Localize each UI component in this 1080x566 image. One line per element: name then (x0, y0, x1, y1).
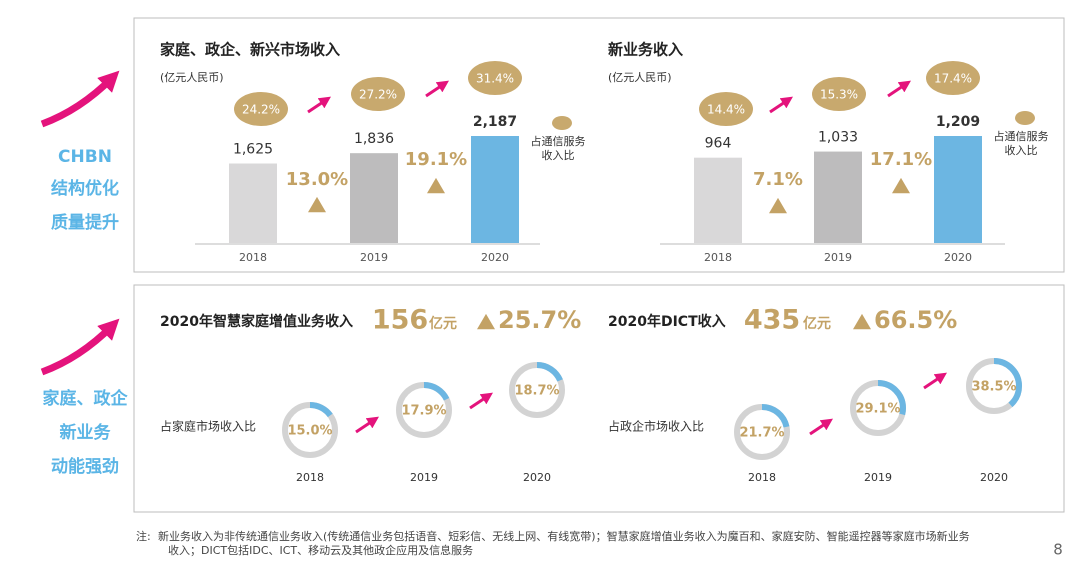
side-label: 新业务 (60, 422, 112, 443)
ring-value-label: 29.1% (855, 402, 900, 417)
ring-value-label: 21.7% (739, 426, 784, 441)
share-label: 27.2% (359, 88, 397, 102)
bar-value-label: 1,625 (233, 141, 273, 157)
total-value: 435 (744, 305, 800, 336)
total-unit: 亿元 (803, 315, 831, 332)
up-triangle (427, 177, 445, 194)
ring-label: 占政企市场收入比 (608, 419, 704, 434)
share-label: 14.4% (707, 103, 745, 117)
page-number: 8 (1053, 541, 1063, 559)
legend-swatch (552, 116, 572, 130)
bar-value-label: 1,033 (818, 130, 858, 146)
ring-arc (850, 380, 906, 436)
legend-label: 占通信服务收入比 (530, 135, 586, 162)
small-arrows (307, 80, 947, 436)
x-tick-label: 2019 (410, 471, 438, 484)
ring-arc (509, 362, 565, 418)
legend-label: 占通信服务收入比 (993, 130, 1049, 157)
ring-value-label: 18.7% (514, 384, 559, 399)
up-triangle (477, 313, 495, 330)
growth-label: 7.1% (753, 169, 803, 190)
chart-subtitle: (亿元人民币) (608, 71, 672, 84)
side-label: 质量提升 (51, 212, 119, 233)
x-tick-label: 2019 (824, 251, 852, 264)
chart-title: 新业务收入 (608, 41, 683, 59)
side-arrow (40, 318, 120, 376)
bar (229, 163, 277, 243)
share-oval (234, 92, 288, 126)
ring-value-label: 17.9% (401, 404, 446, 419)
side-label: 结构优化 (51, 178, 119, 199)
growth-label: 19.1% (405, 149, 467, 170)
up-triangle (308, 196, 326, 213)
share-oval (468, 61, 522, 95)
x-tick-label: 2020 (944, 251, 972, 264)
x-tick-label: 2018 (239, 251, 267, 264)
share-oval (926, 61, 980, 95)
bar (350, 153, 398, 243)
side-label: 动能强劲 (51, 456, 119, 477)
chart-title: 家庭、政企、新兴市场收入 (160, 41, 340, 59)
share-oval (699, 92, 753, 126)
share-label: 31.4% (476, 72, 514, 86)
ring-arc (734, 404, 790, 460)
bar (694, 157, 742, 243)
bar-value-label: 1,209 (936, 114, 980, 130)
up-triangle (769, 197, 787, 214)
legend-swatch (1015, 111, 1035, 125)
side-label: CHBN (58, 147, 112, 167)
share-oval (812, 77, 866, 111)
chart-title: 2020年DICT收入 (608, 313, 726, 330)
ring-value-label: 38.5% (971, 380, 1016, 395)
ring-arc (396, 382, 452, 438)
x-tick-label: 2020 (523, 471, 551, 484)
bar (814, 151, 862, 243)
note-line: 新业务收入为非传统通信业务收入(传统通信业务包括语音、短彩信、无线上网、有线宽带… (158, 529, 970, 543)
x-tick-label: 2019 (864, 471, 892, 484)
total-growth: 25.7% (498, 306, 581, 334)
x-tick-label: 2018 (748, 471, 776, 484)
ring-arc (282, 402, 338, 458)
bottom-panel (133, 284, 1065, 513)
growth-label: 13.0% (286, 169, 348, 190)
bar-value-label: 964 (705, 136, 732, 152)
up-triangle (892, 177, 910, 194)
total-value: 156 (372, 305, 428, 336)
share-label: 17.4% (934, 72, 972, 86)
ring-label: 占家庭市场收入比 (160, 419, 256, 434)
bar (471, 136, 519, 243)
x-tick-label: 2020 (980, 471, 1008, 484)
bar-value-label: 1,836 (354, 131, 394, 147)
x-tick-label: 2018 (704, 251, 732, 264)
bar-value-label: 2,187 (473, 114, 517, 130)
note-label: 注: (136, 529, 151, 543)
growth-label: 17.1% (870, 149, 932, 170)
up-triangle (853, 313, 871, 330)
x-tick-label: 2020 (481, 251, 509, 264)
ring-value-label: 15.0% (287, 424, 332, 439)
share-label: 15.3% (820, 88, 858, 102)
x-tick-label: 2018 (296, 471, 324, 484)
ring-arc (966, 358, 1022, 414)
x-tick-label: 2019 (360, 251, 388, 264)
total-growth: 66.5% (874, 306, 957, 334)
chart-title: 2020年智慧家庭增值业务收入 (160, 313, 353, 330)
note-line: 收入；DICT包括IDC、ICT、移动云及其他政企应用及信息服务 (168, 543, 473, 557)
side-label: 家庭、政企 (43, 388, 129, 409)
share-oval (351, 77, 405, 111)
top-panel (133, 17, 1065, 273)
side-arrow (40, 70, 120, 128)
total-unit: 亿元 (429, 315, 457, 332)
bar (934, 136, 982, 243)
chart-subtitle: (亿元人民币) (160, 71, 224, 84)
share-label: 24.2% (242, 103, 280, 117)
